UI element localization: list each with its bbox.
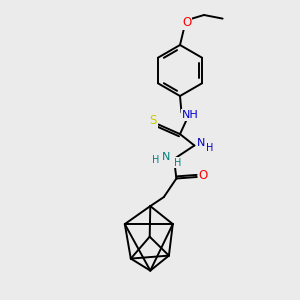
Text: H: H <box>174 158 181 168</box>
Text: N: N <box>197 138 205 148</box>
Text: O: O <box>199 169 208 182</box>
Text: S: S <box>149 114 157 128</box>
Text: NH: NH <box>182 110 199 120</box>
Text: H: H <box>206 143 213 154</box>
Text: N: N <box>162 152 171 162</box>
Text: O: O <box>182 16 191 29</box>
Text: H: H <box>152 155 160 166</box>
